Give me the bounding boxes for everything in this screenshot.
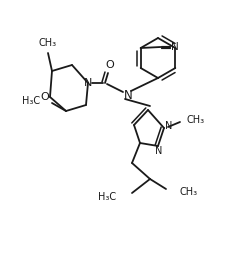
Text: N: N	[123, 88, 132, 101]
Text: CH₃: CH₃	[179, 187, 197, 197]
Text: O: O	[40, 92, 49, 102]
Text: O: O	[105, 60, 114, 70]
Text: CH₃: CH₃	[186, 115, 204, 125]
Text: N: N	[83, 78, 92, 88]
Text: CH₃: CH₃	[39, 38, 57, 48]
Text: N: N	[170, 42, 178, 52]
Text: H₃C: H₃C	[97, 192, 116, 202]
Text: N: N	[155, 146, 162, 156]
Text: H₃C: H₃C	[22, 96, 40, 106]
Text: N: N	[165, 121, 172, 131]
